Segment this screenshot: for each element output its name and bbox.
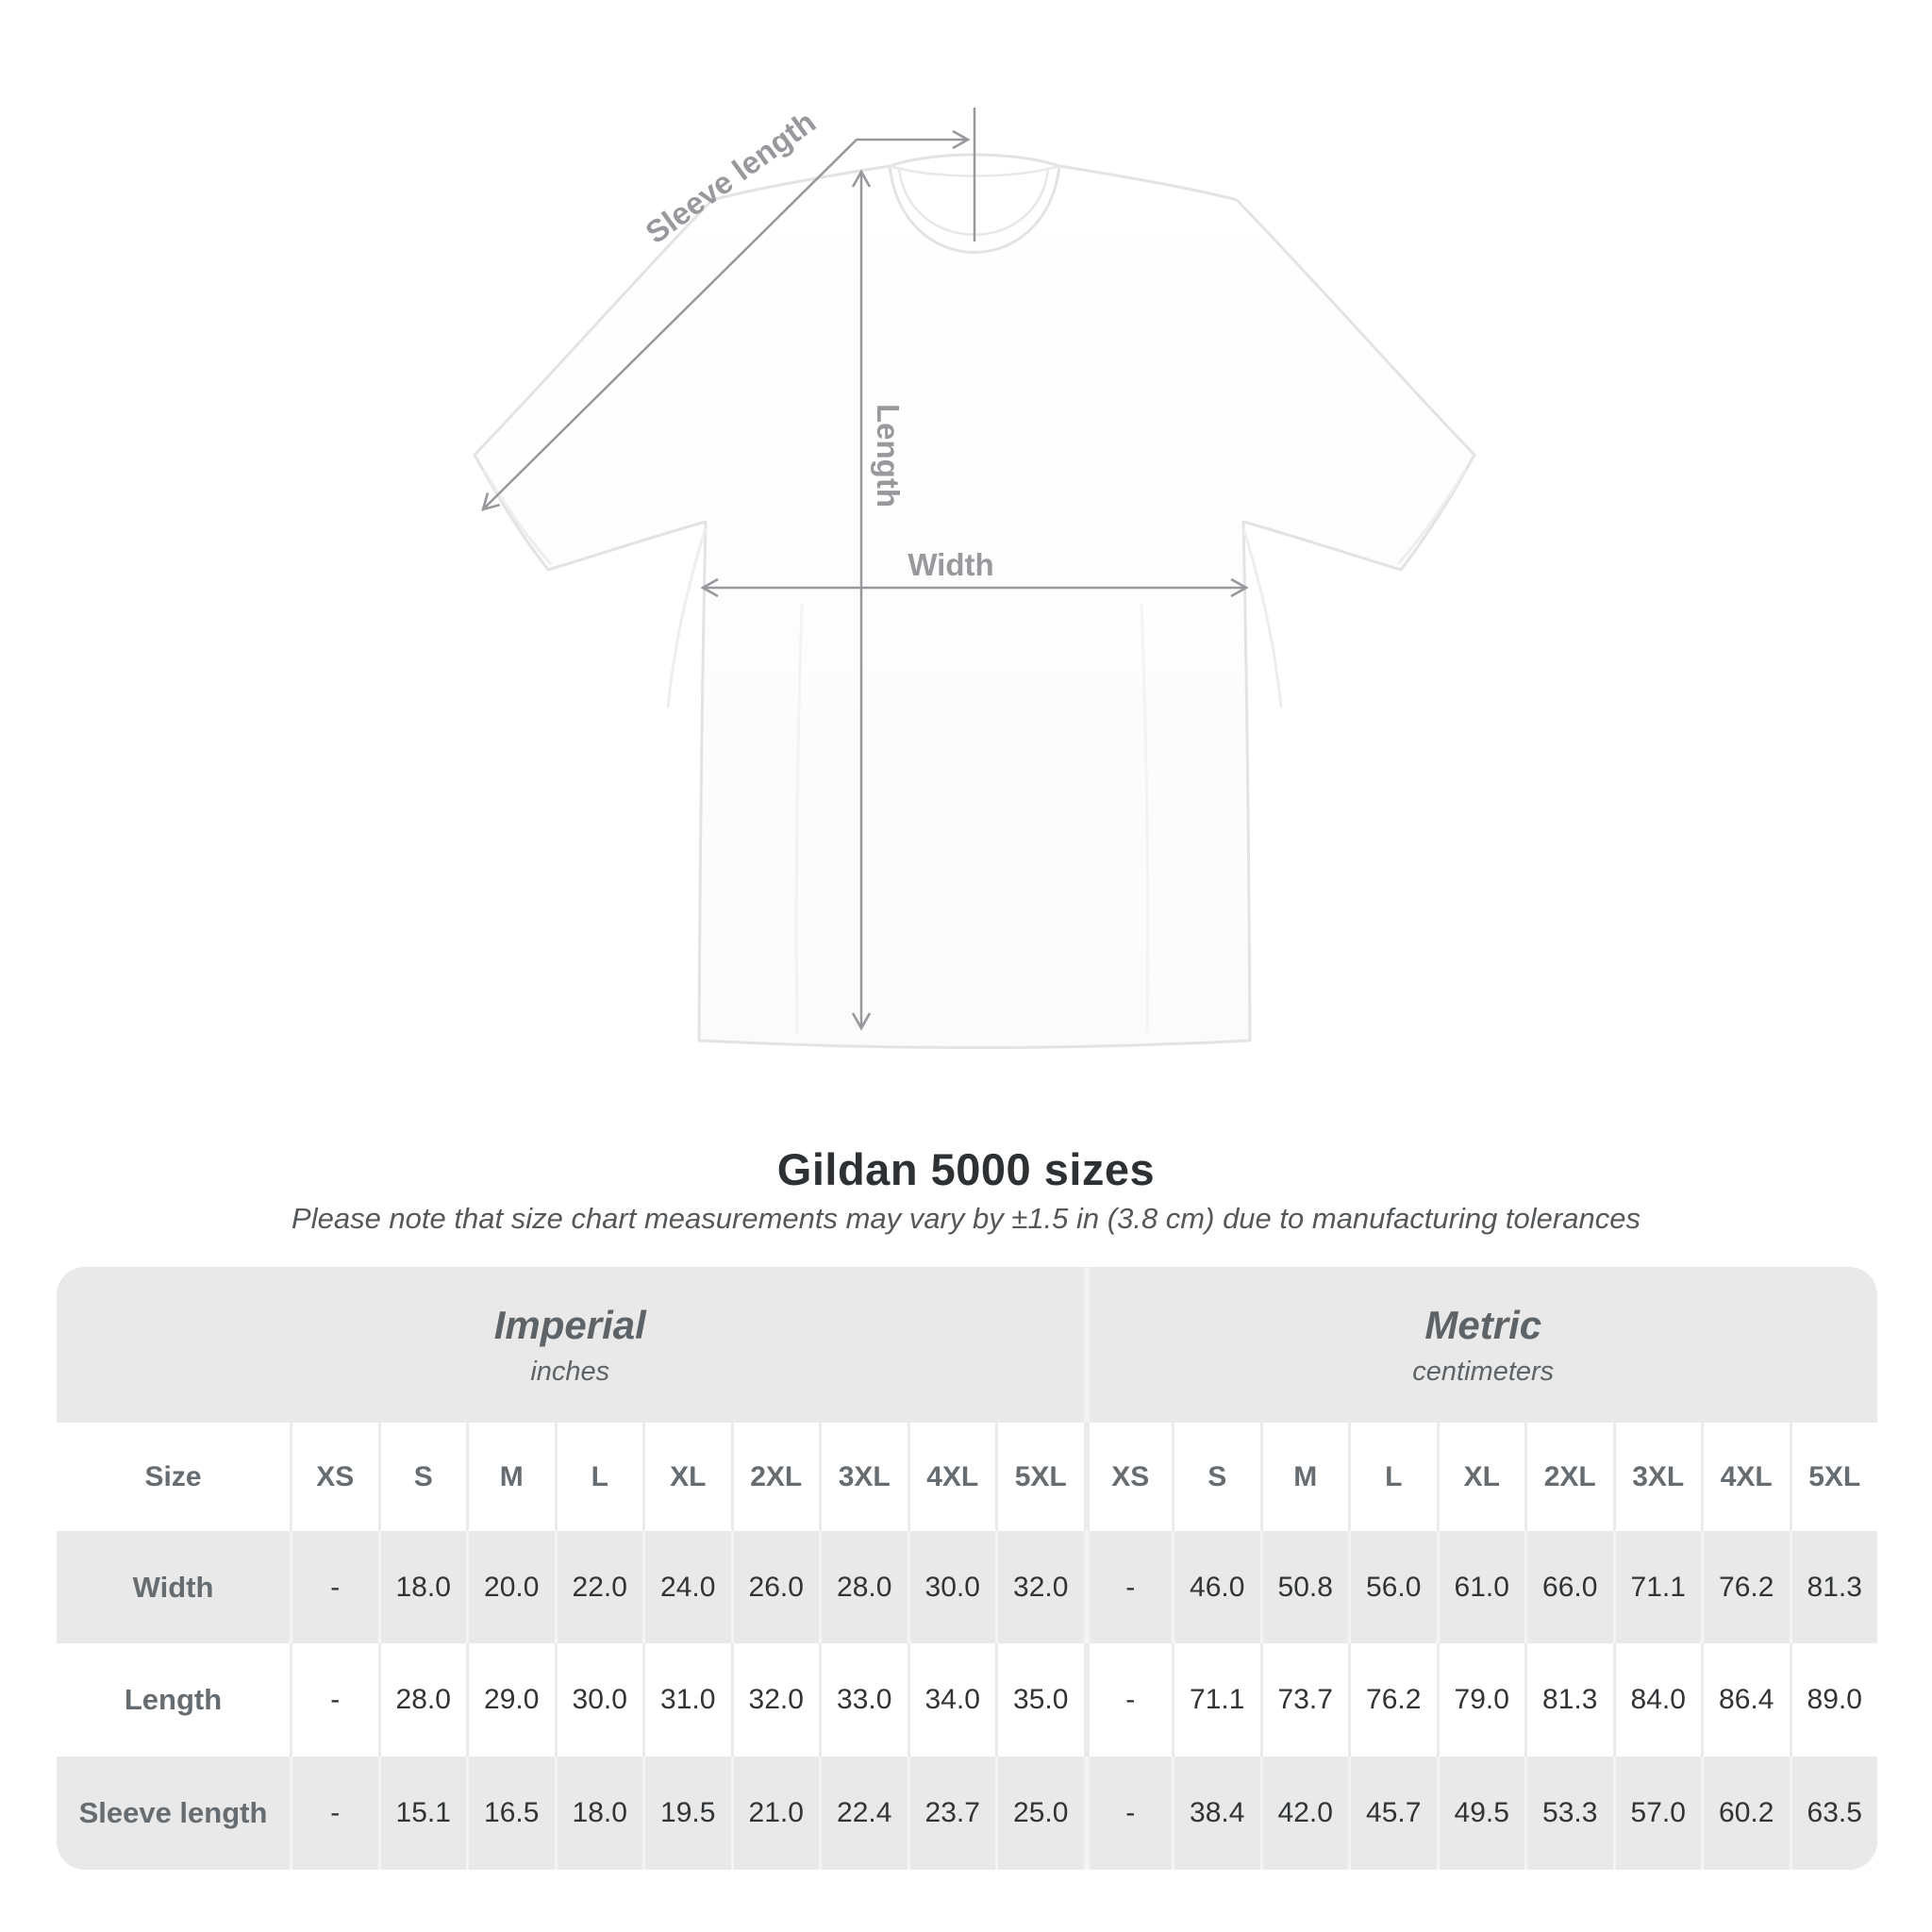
value-cell: 56.0 [1348, 1531, 1437, 1643]
value-cell: 61.0 [1436, 1531, 1524, 1643]
value-cell: - [1083, 1643, 1172, 1757]
value-cell: 30.0 [554, 1643, 642, 1757]
size-col-header-metric-xl: XL [1436, 1423, 1524, 1531]
value-cell: 22.4 [819, 1757, 908, 1870]
value-cell: 18.0 [554, 1757, 642, 1870]
group-sublabel: centimeters [1412, 1356, 1555, 1387]
group-header-imperial: Imperial inches [57, 1267, 1084, 1423]
tolerance-note: Please note that size chart measurements… [291, 1202, 1641, 1235]
group-label: Metric [1424, 1302, 1542, 1347]
value-cell: 32.0 [730, 1643, 819, 1757]
value-cell: 86.4 [1701, 1643, 1790, 1757]
value-cell: 45.7 [1348, 1757, 1437, 1870]
value-cell: - [290, 1757, 378, 1870]
size-col-header-imperial-xl: XL [642, 1423, 731, 1531]
value-cell: 49.5 [1436, 1757, 1524, 1870]
sleeve-length-arrow [481, 129, 971, 511]
group-sublabel: inches [530, 1356, 610, 1387]
page-title: Gildan 5000 sizes [776, 1144, 1156, 1194]
value-cell: 31.0 [642, 1643, 731, 1757]
value-cell: 76.2 [1701, 1531, 1790, 1643]
value-cell: 26.0 [730, 1531, 819, 1643]
value-cell: 30.0 [907, 1531, 995, 1643]
value-cell: 73.7 [1259, 1643, 1348, 1757]
size-col-header-imperial-5xl: 5XL [995, 1423, 1084, 1531]
value-cell: 33.0 [819, 1643, 908, 1757]
size-table: Imperial inches Metric centimeters Size XS S M L… [57, 1267, 1877, 1870]
size-col-header-imperial-3xl: 3XL [819, 1423, 908, 1531]
length-label: Length [871, 404, 906, 508]
value-cell: 63.5 [1789, 1757, 1877, 1870]
value-cell: 23.7 [907, 1757, 995, 1870]
value-cell: 24.0 [642, 1531, 731, 1643]
tshirt-diagram: Sleeve length Length Width [473, 104, 1476, 1049]
value-cell: 28.0 [819, 1531, 908, 1643]
value-cell: 84.0 [1612, 1643, 1701, 1757]
value-cell: - [1083, 1531, 1172, 1643]
value-cell: 21.0 [730, 1757, 819, 1870]
value-cell: 20.0 [466, 1531, 555, 1643]
value-cell: 35.0 [995, 1643, 1084, 1757]
row-label: Sleeve length [57, 1757, 290, 1870]
row-label: Width [57, 1531, 290, 1643]
value-cell: 71.1 [1612, 1531, 1701, 1643]
value-cell: 32.0 [995, 1531, 1084, 1643]
value-cell: 66.0 [1524, 1531, 1613, 1643]
size-col-header-metric-3xl: 3XL [1612, 1423, 1701, 1531]
value-cell: 25.0 [995, 1757, 1084, 1870]
value-cell: 81.3 [1524, 1643, 1613, 1757]
group-label: Imperial [493, 1302, 646, 1347]
group-header-metric: Metric centimeters [1083, 1267, 1877, 1423]
value-cell: 79.0 [1436, 1643, 1524, 1757]
tshirt-graphic [473, 153, 1476, 1049]
value-cell: - [290, 1643, 378, 1757]
value-cell: 16.5 [466, 1757, 555, 1870]
width-label: Width [908, 547, 993, 582]
value-cell: 19.5 [642, 1757, 731, 1870]
value-cell: 46.0 [1172, 1531, 1260, 1643]
size-col-header-metric-xs: XS [1083, 1423, 1172, 1531]
value-cell: 53.3 [1524, 1757, 1613, 1870]
value-cell: 50.8 [1259, 1531, 1348, 1643]
value-cell: 57.0 [1612, 1757, 1701, 1870]
size-col-header-imperial-2xl: 2XL [730, 1423, 819, 1531]
size-col-header-metric-2xl: 2XL [1524, 1423, 1613, 1531]
size-col-header-metric-s: S [1172, 1423, 1260, 1531]
value-cell: 76.2 [1348, 1643, 1437, 1757]
value-cell: - [1083, 1757, 1172, 1870]
value-cell: 34.0 [907, 1643, 995, 1757]
value-cell: 18.0 [377, 1531, 466, 1643]
size-col-header-imperial-4xl: 4XL [907, 1423, 995, 1531]
value-cell: 42.0 [1259, 1757, 1348, 1870]
value-cell: 81.3 [1789, 1531, 1877, 1643]
size-col-header-metric-4xl: 4XL [1701, 1423, 1790, 1531]
size-col-header-imperial-l: L [554, 1423, 642, 1531]
value-cell: 60.2 [1701, 1757, 1790, 1870]
size-col-header-metric-l: L [1348, 1423, 1437, 1531]
value-cell: 89.0 [1789, 1643, 1877, 1757]
size-col-header-imperial-m: M [466, 1423, 555, 1531]
value-cell: 38.4 [1172, 1757, 1260, 1870]
row-label: Length [57, 1643, 290, 1757]
size-col-header-imperial-xs: XS [290, 1423, 378, 1531]
value-cell: 22.0 [554, 1531, 642, 1643]
value-cell: 29.0 [466, 1643, 555, 1757]
size-col-header-imperial-s: S [377, 1423, 466, 1531]
value-cell: - [290, 1531, 378, 1643]
size-column-header: Size [57, 1423, 290, 1531]
size-col-header-metric-m: M [1259, 1423, 1348, 1531]
value-cell: 71.1 [1172, 1643, 1260, 1757]
value-cell: 15.1 [377, 1757, 466, 1870]
value-cell: 28.0 [377, 1643, 466, 1757]
size-col-header-metric-5xl: 5XL [1789, 1423, 1877, 1531]
